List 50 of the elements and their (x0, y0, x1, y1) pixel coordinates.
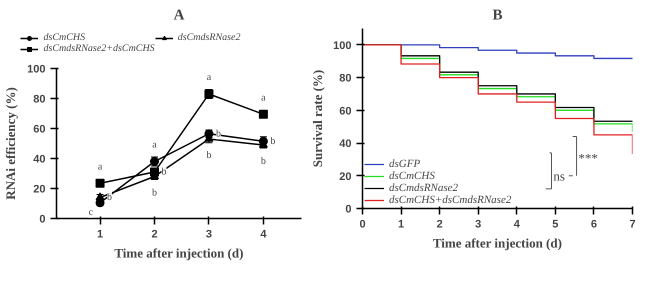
x-tick-label: 2 (151, 228, 158, 240)
x-tick-label: 0 (359, 218, 366, 230)
x-tick-label: 3 (475, 218, 482, 230)
x-axis-title: Time after injection (d) (432, 236, 562, 250)
y-axis-title: Survival rate (%) (310, 70, 326, 168)
annotation: a (206, 72, 212, 83)
y-tick-label: 80 (33, 94, 46, 106)
y-tick-label: 40 (33, 154, 46, 166)
y-tick-label: 20 (33, 184, 46, 196)
y-tick-label: 40 (339, 138, 352, 150)
x-tick-label: 7 (629, 218, 636, 230)
y-tick-label: 60 (33, 124, 46, 136)
y-tick-label: 100 (27, 64, 46, 76)
x-axis-title: Time after injection (d) (114, 246, 244, 260)
annotation: a (261, 92, 266, 104)
y-axis-title: RNAi efficiency (%) (3, 87, 18, 200)
x-tick-label: 4 (260, 228, 268, 240)
annotation: b (216, 128, 221, 140)
annotation: b (152, 188, 157, 198)
legend-label: dsCmCHS (389, 170, 435, 182)
x-tick-label: 1 (96, 228, 104, 240)
annotation: c (88, 206, 94, 218)
y-tick-label: 100 (333, 40, 352, 52)
x-tick-label: 3 (206, 228, 212, 240)
annotation: ns (553, 168, 565, 184)
x-tick-label: 1 (398, 218, 404, 230)
legend-label: dsCmdsRNase2+dsCmCHS (43, 43, 155, 54)
x-tick-label: 4 (514, 218, 521, 230)
legend-label: dsCmCHS+dsCmdsRNase2 (389, 194, 512, 206)
annotation: *** (578, 150, 598, 166)
x-tick-label: 5 (552, 218, 558, 230)
annotation: b (107, 192, 112, 203)
legend-label: dsCmCHS (43, 32, 86, 43)
legend-label: dsCmdsRNase2 (178, 32, 240, 43)
x-tick-label: 6 (590, 218, 597, 230)
chart-title: A (174, 8, 185, 24)
y-tick-label: 20 (339, 170, 352, 183)
legend-label: dsCmdsRNase2 (389, 182, 458, 194)
legend-label: dsGFP (389, 158, 420, 170)
annotation: b (270, 136, 276, 147)
annotation: b (206, 150, 212, 161)
annotation: b (260, 156, 266, 167)
y-tick-label: 80 (339, 72, 352, 85)
chart-title: B (492, 8, 503, 24)
y-tick-label: 60 (339, 105, 352, 118)
x-tick-label: 2 (436, 218, 443, 230)
annotation: a (152, 140, 158, 150)
annotation: b (162, 166, 166, 178)
y-tick-label: 0 (345, 204, 352, 216)
annotation: a (98, 161, 103, 172)
